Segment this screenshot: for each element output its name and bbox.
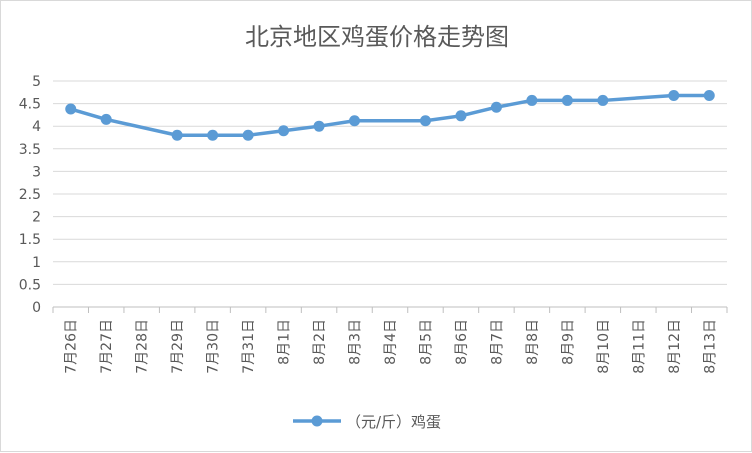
- y-tick-label: 5: [32, 74, 41, 90]
- y-tick-label: 4.5: [19, 97, 41, 113]
- x-tick-label: 7月27日: [99, 319, 115, 374]
- x-tick-label: 8月11日: [631, 319, 647, 374]
- data-point: [171, 129, 183, 141]
- legend-point-marker: [311, 415, 323, 427]
- x-tick-label: 7月26日: [64, 319, 80, 374]
- y-tick-label: 0: [32, 300, 41, 316]
- legend-label: （元/斤）鸡蛋: [346, 413, 441, 431]
- y-tick-label: 0.5: [19, 277, 41, 293]
- x-tick-label: 8月3日: [348, 319, 364, 365]
- x-tick-label: 8月8日: [525, 319, 541, 365]
- data-point: [490, 101, 502, 113]
- x-tick-label: 8月13日: [702, 319, 718, 374]
- data-point: [419, 115, 431, 127]
- x-tick-label: 8月12日: [667, 319, 683, 374]
- y-tick-label: 4: [32, 119, 41, 135]
- x-tick-label: 8月10日: [596, 319, 612, 374]
- data-point: [207, 129, 219, 141]
- data-point: [668, 89, 680, 101]
- y-tick-label: 3.5: [19, 142, 41, 158]
- data-point: [703, 89, 715, 101]
- chart-title: 北京地区鸡蛋价格走势图: [245, 23, 509, 51]
- x-tick-label: 7月28日: [135, 319, 151, 374]
- y-tick-label: 3: [32, 164, 41, 180]
- data-point: [242, 129, 254, 141]
- data-point: [526, 94, 538, 106]
- series-line: [68, 93, 712, 137]
- data-point: [100, 113, 112, 125]
- x-tick-label: 7月31日: [241, 319, 257, 374]
- x-tick-label: 7月29日: [170, 319, 186, 374]
- data-point: [349, 115, 361, 127]
- y-tick-label: 2: [32, 210, 41, 226]
- y-tick-label: 1: [32, 255, 41, 271]
- x-tick-label: 8月1日: [277, 319, 293, 365]
- x-tick-label: 8月9日: [560, 319, 576, 365]
- x-tick-label: 8月7日: [489, 319, 505, 365]
- y-tick-label: 1.5: [19, 232, 41, 248]
- data-point: [313, 120, 325, 132]
- data-point: [597, 94, 609, 106]
- data-point: [561, 94, 573, 106]
- x-tick-label: 8月4日: [383, 319, 399, 365]
- data-point: [455, 110, 467, 122]
- x-tick-label: 8月5日: [418, 319, 434, 365]
- x-tick-label: 8月6日: [454, 319, 470, 365]
- data-point: [65, 103, 77, 115]
- y-tick-label: 2.5: [19, 187, 41, 203]
- x-tick-label: 7月30日: [206, 319, 222, 374]
- x-tick-label: 8月2日: [312, 319, 328, 365]
- data-point: [278, 125, 290, 137]
